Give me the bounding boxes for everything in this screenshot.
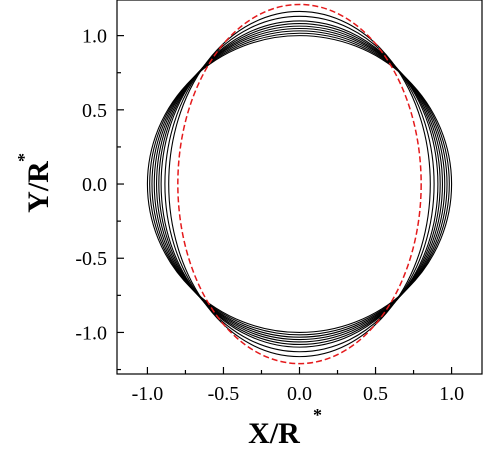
y-tick-label: 1.0 — [82, 26, 107, 48]
contour-curve — [155, 25, 444, 343]
curves-group — [146, 3, 453, 365]
contour-curve — [164, 15, 435, 353]
y-tick-label: 0.0 — [82, 174, 107, 196]
contour-curve — [160, 20, 439, 348]
x-tick-label: 0.0 — [287, 383, 312, 405]
contour-curve — [151, 30, 448, 338]
contour-curve — [146, 35, 453, 333]
dashed-red-curve — [177, 3, 422, 365]
y-axis-title-superscript: * — [14, 153, 34, 162]
y-tick-label: -1.0 — [75, 322, 107, 344]
x-tick-label: -1.0 — [132, 383, 164, 405]
contour-curve — [158, 23, 441, 346]
contour-curve — [168, 10, 431, 358]
x-axis-title-superscript: * — [313, 405, 322, 425]
x-axis-title: X/R — [248, 417, 300, 450]
plot-frame — [116, 0, 483, 375]
x-tick-label: 0.5 — [363, 383, 388, 405]
x-tick-label: -0.5 — [208, 383, 240, 405]
contour-curve — [149, 32, 450, 336]
contour-curve — [153, 27, 446, 341]
y-axis-title-group: Y/R * — [14, 153, 55, 213]
x-tick-label: 1.0 — [439, 383, 464, 405]
y-axis-title: Y/R — [22, 161, 55, 213]
ticks-group — [117, 35, 453, 374]
y-tick-label: -0.5 — [75, 248, 107, 270]
y-tick-label: 0.5 — [82, 100, 107, 122]
